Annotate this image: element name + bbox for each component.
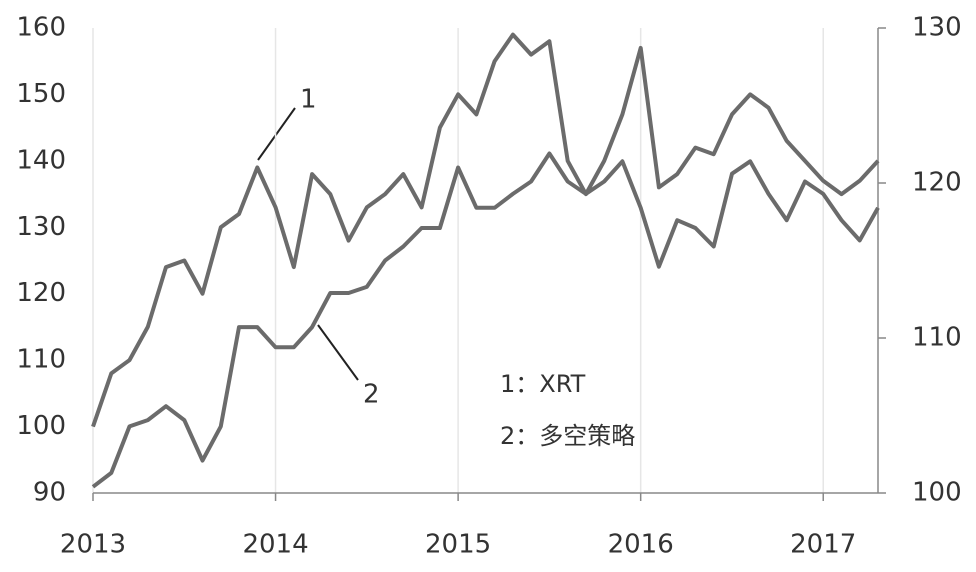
- y-tick-label: 110: [16, 345, 66, 375]
- legend-label: 1：XRT: [500, 370, 586, 398]
- series-line: [91, 151, 880, 489]
- x-tick-label: 2014: [242, 530, 308, 560]
- x-tick-label: 2017: [790, 530, 856, 560]
- annotation: 2: [363, 380, 380, 410]
- series-line: [91, 32, 880, 428]
- leader-line: [257, 107, 296, 161]
- y-tick-label: 100: [16, 411, 66, 441]
- legend-label: 2：多空策略: [500, 422, 635, 450]
- x-tick-label: 2015: [425, 530, 491, 560]
- y-tick-label: 120: [16, 278, 66, 308]
- x-tick-label: 2016: [608, 530, 674, 560]
- leader-line: [317, 324, 359, 381]
- x-tick-label: 2013: [60, 530, 126, 560]
- y2-tick-label: 110: [912, 323, 962, 353]
- y-tick-label: 90: [33, 478, 66, 508]
- y-tick-label: 160: [16, 13, 66, 43]
- y-tick-label: 140: [16, 145, 66, 175]
- annotation: 1: [300, 85, 317, 115]
- y2-tick-label: 120: [912, 168, 962, 198]
- y-tick-label: 150: [16, 79, 66, 109]
- y-tick-label: 130: [16, 212, 66, 242]
- y2-tick-label: 130: [912, 13, 962, 43]
- y2-tick-label: 100: [912, 478, 962, 508]
